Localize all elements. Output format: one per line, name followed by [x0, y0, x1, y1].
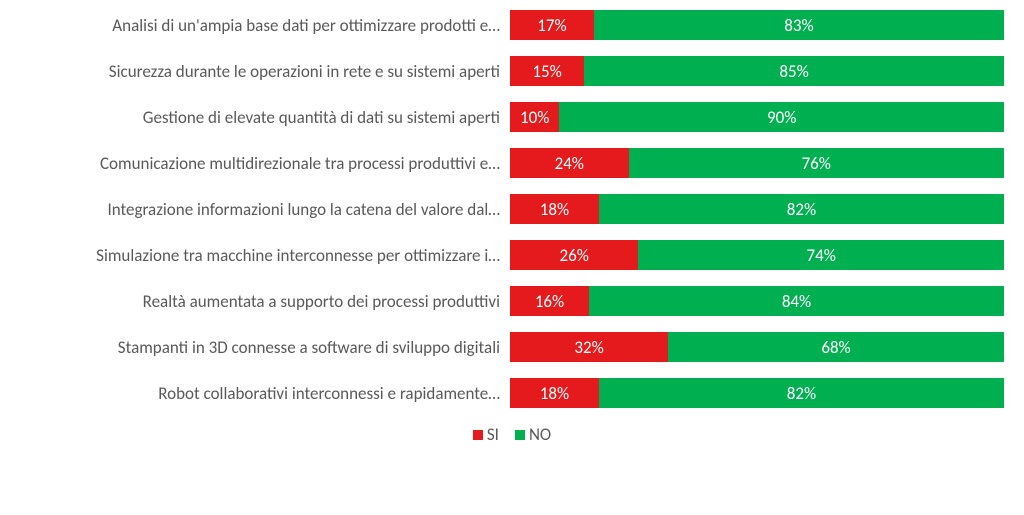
bar-row: Realtà aumentata a supporto dei processi…	[20, 286, 1004, 316]
segment-no: 82%	[599, 378, 1004, 408]
legend-label-si: SI	[487, 424, 499, 445]
bar-track: 32% 68%	[510, 332, 1004, 362]
legend-item-si: SI	[473, 424, 499, 445]
bar-track: 16% 84%	[510, 286, 1004, 316]
bar-track: 17% 83%	[510, 10, 1004, 40]
segment-si: 18%	[510, 378, 599, 408]
legend-label-no: NO	[529, 424, 551, 445]
bar-row: Comunicazione multidirezionale tra proce…	[20, 148, 1004, 178]
bar-row: Gestione di elevate quantità di dati su …	[20, 102, 1004, 132]
row-label: Simulazione tra macchine interconnesse p…	[20, 245, 510, 266]
stacked-bar-chart: Analisi di un'ampia base dati per ottimi…	[20, 10, 1004, 445]
segment-si: 32%	[510, 332, 668, 362]
legend-swatch-si	[473, 430, 483, 440]
segment-si: 18%	[510, 194, 599, 224]
segment-si: 15%	[510, 56, 584, 86]
row-label: Sicurezza durante le operazioni in rete …	[20, 61, 510, 82]
bar-track: 26% 74%	[510, 240, 1004, 270]
bar-track: 24% 76%	[510, 148, 1004, 178]
bar-row: Sicurezza durante le operazioni in rete …	[20, 56, 1004, 86]
segment-no: 68%	[668, 332, 1004, 362]
segment-no: 74%	[638, 240, 1004, 270]
segment-si: 24%	[510, 148, 629, 178]
segment-si: 17%	[510, 10, 594, 40]
bar-row: Analisi di un'ampia base dati per ottimi…	[20, 10, 1004, 40]
segment-no: 84%	[589, 286, 1004, 316]
row-label: Stampanti in 3D connesse a software di s…	[20, 337, 510, 358]
row-label: Robot collaborativi interconnessi e rapi…	[20, 383, 510, 404]
bar-row: Stampanti in 3D connesse a software di s…	[20, 332, 1004, 362]
row-label: Gestione di elevate quantità di dati su …	[20, 107, 510, 128]
bar-track: 10% 90%	[510, 102, 1004, 132]
row-label: Integrazione informazioni lungo la caten…	[20, 199, 510, 220]
bar-row: Simulazione tra macchine interconnesse p…	[20, 240, 1004, 270]
row-label: Analisi di un'ampia base dati per ottimi…	[20, 15, 510, 36]
bar-track: 18% 82%	[510, 194, 1004, 224]
bar-row: Integrazione informazioni lungo la caten…	[20, 194, 1004, 224]
legend-swatch-no	[515, 430, 525, 440]
bar-track: 18% 82%	[510, 378, 1004, 408]
segment-no: 85%	[584, 56, 1004, 86]
row-label: Realtà aumentata a supporto dei processi…	[20, 291, 510, 312]
row-label: Comunicazione multidirezionale tra proce…	[20, 153, 510, 174]
segment-no: 82%	[599, 194, 1004, 224]
bar-row: Robot collaborativi interconnessi e rapi…	[20, 378, 1004, 408]
segment-si: 26%	[510, 240, 638, 270]
segment-no: 90%	[559, 102, 1004, 132]
segment-si: 16%	[510, 286, 589, 316]
legend: SI NO	[20, 424, 1004, 445]
segment-no: 83%	[594, 10, 1004, 40]
bar-track: 15% 85%	[510, 56, 1004, 86]
segment-no: 76%	[629, 148, 1004, 178]
legend-item-no: NO	[515, 424, 551, 445]
segment-si: 10%	[510, 102, 559, 132]
